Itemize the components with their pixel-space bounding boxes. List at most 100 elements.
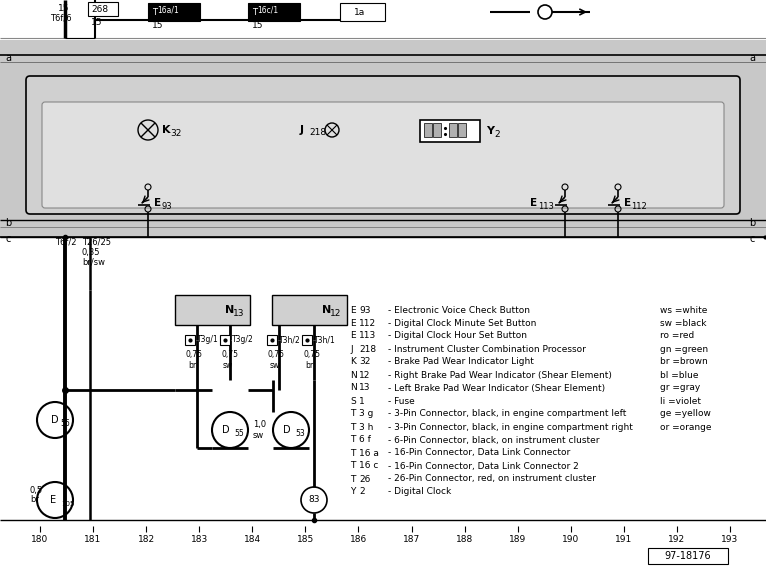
Text: 181: 181 <box>84 535 102 545</box>
Text: D: D <box>51 415 59 425</box>
Text: 2: 2 <box>494 130 499 138</box>
Bar <box>424 123 432 137</box>
Text: T: T <box>350 410 355 419</box>
Text: - 26-Pin Connector, red, on instrument cluster: - 26-Pin Connector, red, on instrument c… <box>388 475 596 484</box>
Text: 1a: 1a <box>355 7 365 17</box>
Text: Y: Y <box>350 488 355 497</box>
Text: S: S <box>350 397 355 406</box>
Text: T6f/2: T6f/2 <box>55 237 77 246</box>
Text: sw: sw <box>270 361 280 369</box>
Text: N: N <box>322 305 331 315</box>
FancyBboxPatch shape <box>42 102 724 208</box>
Text: 32: 32 <box>170 129 182 138</box>
Bar <box>88 2 118 16</box>
Text: - 3-Pin Connector, black, in engine compartment left: - 3-Pin Connector, black, in engine comp… <box>388 410 627 419</box>
Text: br: br <box>188 361 196 369</box>
Text: E: E <box>154 198 161 208</box>
Text: - Brake Pad Wear Indicator Light: - Brake Pad Wear Indicator Light <box>388 357 534 366</box>
Text: T3g/2: T3g/2 <box>232 336 254 344</box>
Text: 13: 13 <box>233 308 244 318</box>
Text: K: K <box>162 125 171 135</box>
Text: 268: 268 <box>91 5 108 14</box>
Text: - Digital Clock Minute Set Button: - Digital Clock Minute Set Button <box>388 319 536 328</box>
Text: - 16-Pin Connector, Data Link Connector 2: - 16-Pin Connector, Data Link Connector … <box>388 461 579 471</box>
Text: 16 a: 16 a <box>359 448 379 457</box>
Text: 55: 55 <box>234 430 244 439</box>
Text: - Instrument Cluster Combination Processor: - Instrument Cluster Combination Process… <box>388 344 586 353</box>
Text: T26/25: T26/25 <box>82 237 111 246</box>
Text: - Digital Clock: - Digital Clock <box>388 488 451 497</box>
Text: T6f/6: T6f/6 <box>50 14 72 23</box>
Text: 3 h: 3 h <box>359 423 373 431</box>
Text: T: T <box>152 7 157 17</box>
Text: T: T <box>350 475 355 484</box>
Text: 15: 15 <box>152 20 163 30</box>
Bar <box>0 0 766 38</box>
Text: br: br <box>305 361 313 369</box>
Text: E: E <box>530 198 537 208</box>
Text: c: c <box>5 234 11 244</box>
Bar <box>148 3 200 21</box>
FancyBboxPatch shape <box>26 76 740 214</box>
Text: - Left Brake Pad Wear Indicator (Shear Element): - Left Brake Pad Wear Indicator (Shear E… <box>388 384 605 393</box>
Text: 3 g: 3 g <box>359 410 373 419</box>
Text: br/sw: br/sw <box>82 258 105 266</box>
Text: gr =gray: gr =gray <box>660 384 700 393</box>
Text: 16c/1: 16c/1 <box>257 6 278 14</box>
Text: 32: 32 <box>359 357 371 366</box>
Text: - Electronic Voice Check Button: - Electronic Voice Check Button <box>388 306 530 315</box>
Text: ws =white: ws =white <box>660 306 707 315</box>
Text: E: E <box>350 319 355 328</box>
Text: 182: 182 <box>138 535 155 545</box>
Text: 93: 93 <box>359 306 371 315</box>
Text: 56: 56 <box>60 419 70 428</box>
Bar <box>433 123 441 137</box>
Text: 112: 112 <box>359 319 376 328</box>
Text: 190: 190 <box>562 535 579 545</box>
Text: 180: 180 <box>31 535 48 545</box>
Text: 0,75: 0,75 <box>268 351 285 360</box>
Bar <box>175 295 250 325</box>
Text: 113: 113 <box>359 332 376 340</box>
Text: T: T <box>350 448 355 457</box>
Text: 0,35: 0,35 <box>82 248 100 257</box>
Text: c: c <box>750 234 755 244</box>
Text: N: N <box>350 370 357 380</box>
Bar <box>220 335 230 345</box>
Text: 12: 12 <box>359 370 371 380</box>
Text: 53: 53 <box>295 430 305 439</box>
Text: 16 c: 16 c <box>359 461 378 471</box>
Text: 97-18176: 97-18176 <box>665 551 712 561</box>
Text: 192: 192 <box>669 535 686 545</box>
Bar <box>420 120 480 142</box>
Text: 187: 187 <box>403 535 421 545</box>
Text: 6 f: 6 f <box>359 435 371 444</box>
Text: E: E <box>350 332 355 340</box>
Text: 0,75: 0,75 <box>186 351 203 360</box>
Bar <box>449 123 457 137</box>
Text: 112: 112 <box>631 201 647 211</box>
Text: T: T <box>252 7 257 17</box>
Text: - Digital Clock Hour Set Button: - Digital Clock Hour Set Button <box>388 332 527 340</box>
Text: 26: 26 <box>359 475 371 484</box>
Text: 105: 105 <box>61 501 74 507</box>
Text: sw =black: sw =black <box>660 319 706 328</box>
Text: 218: 218 <box>359 344 376 353</box>
Text: 113: 113 <box>538 201 554 211</box>
Text: 0,5: 0,5 <box>30 485 43 494</box>
Text: 15: 15 <box>252 20 264 30</box>
Text: sw: sw <box>253 431 264 439</box>
Text: E: E <box>350 306 355 315</box>
Text: 1: 1 <box>359 397 365 406</box>
Text: 15: 15 <box>91 18 103 27</box>
Text: 12: 12 <box>330 308 342 318</box>
Text: b: b <box>5 218 11 228</box>
Bar <box>648 548 728 564</box>
Text: 191: 191 <box>615 535 633 545</box>
Text: ge =yellow: ge =yellow <box>660 410 711 419</box>
Text: br =brown: br =brown <box>660 357 708 366</box>
Text: N: N <box>350 384 357 393</box>
Text: - 16-Pin Connector, Data Link Connector: - 16-Pin Connector, Data Link Connector <box>388 448 570 457</box>
Text: - Fuse: - Fuse <box>388 397 414 406</box>
Text: 218: 218 <box>309 127 326 137</box>
